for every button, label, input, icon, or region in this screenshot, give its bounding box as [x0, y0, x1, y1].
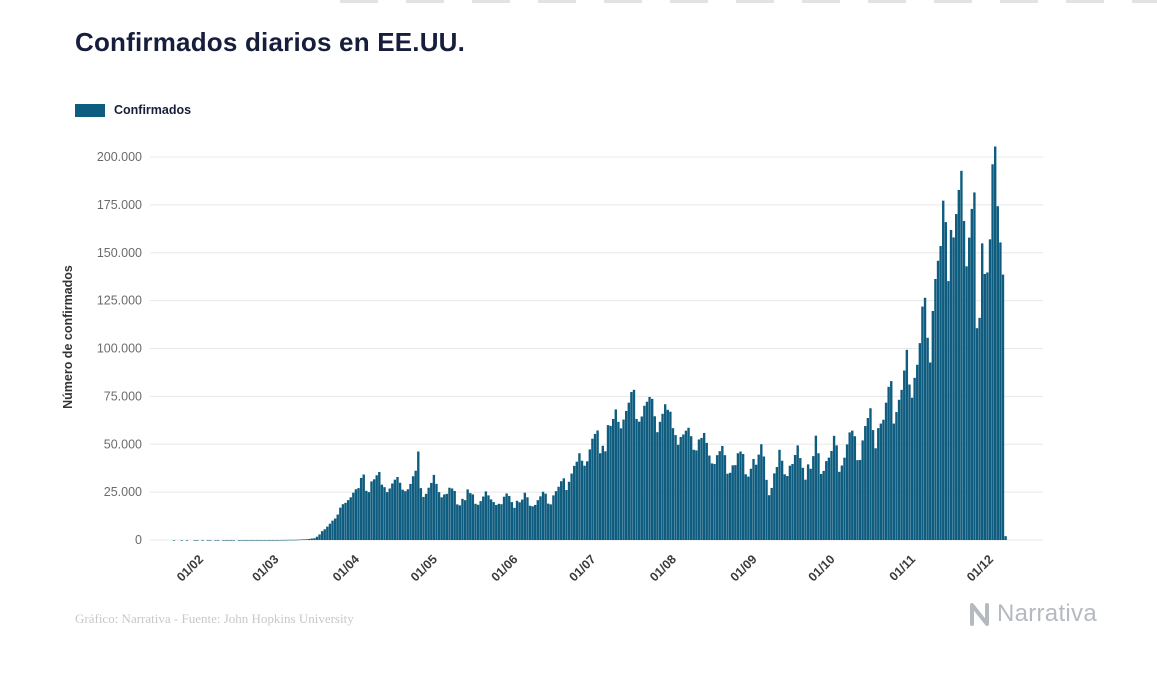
- svg-text:01/08: 01/08: [647, 552, 679, 584]
- x-tick-labels: 01/02 01/03 01/04 01/05 01/06 01/07 01/08 01/09…: [174, 552, 996, 584]
- narrativa-logo-text: Narrativa: [996, 600, 1097, 627]
- narrativa-n-glyph: [969, 603, 989, 626]
- legend-swatch-confirmados: [75, 103, 105, 117]
- legend: Confirmados: [75, 103, 191, 117]
- source-credit: Gráfico: Narrativa - Fuente: John Hopkin…: [75, 611, 354, 626]
- narrativa-logo: Narrativa: [968, 600, 1097, 628]
- narrativa-logo-icon: [969, 603, 989, 626]
- svg-text:01/12: 01/12: [964, 552, 996, 584]
- svg-text:75.000: 75.000: [104, 389, 142, 403]
- chart-title: Confirmados diarios en EE.UU.: [75, 27, 466, 57]
- svg-text:175.000: 175.000: [97, 198, 142, 212]
- svg-text:01/02: 01/02: [174, 552, 206, 584]
- legend-label: Confirmados: [114, 103, 192, 117]
- y-tick-labels: 0 25.000 50.000 75.000 100.000 125.000 150.000…: [97, 150, 142, 547]
- svg-text:100.000: 100.000: [97, 342, 142, 356]
- bars-confirmados: [172, 146, 1007, 541]
- svg-text:01/07: 01/07: [567, 552, 599, 584]
- svg-text:125.000: 125.000: [97, 294, 142, 308]
- svg-text:01/04: 01/04: [330, 552, 362, 584]
- svg-text:200.000: 200.000: [97, 150, 142, 164]
- svg-text:50.000: 50.000: [104, 437, 142, 451]
- svg-text:150.000: 150.000: [97, 246, 142, 260]
- svg-text:01/11: 01/11: [887, 552, 919, 584]
- svg-text:01/05: 01/05: [408, 552, 440, 584]
- window-edge-artifact: [340, 0, 1157, 3]
- svg-text:01/03: 01/03: [249, 552, 281, 584]
- svg-text:01/09: 01/09: [728, 552, 760, 584]
- svg-text:01/10: 01/10: [806, 552, 838, 584]
- svg-text:0: 0: [135, 533, 142, 547]
- svg-text:01/06: 01/06: [489, 552, 521, 584]
- svg-text:25.000: 25.000: [104, 485, 142, 499]
